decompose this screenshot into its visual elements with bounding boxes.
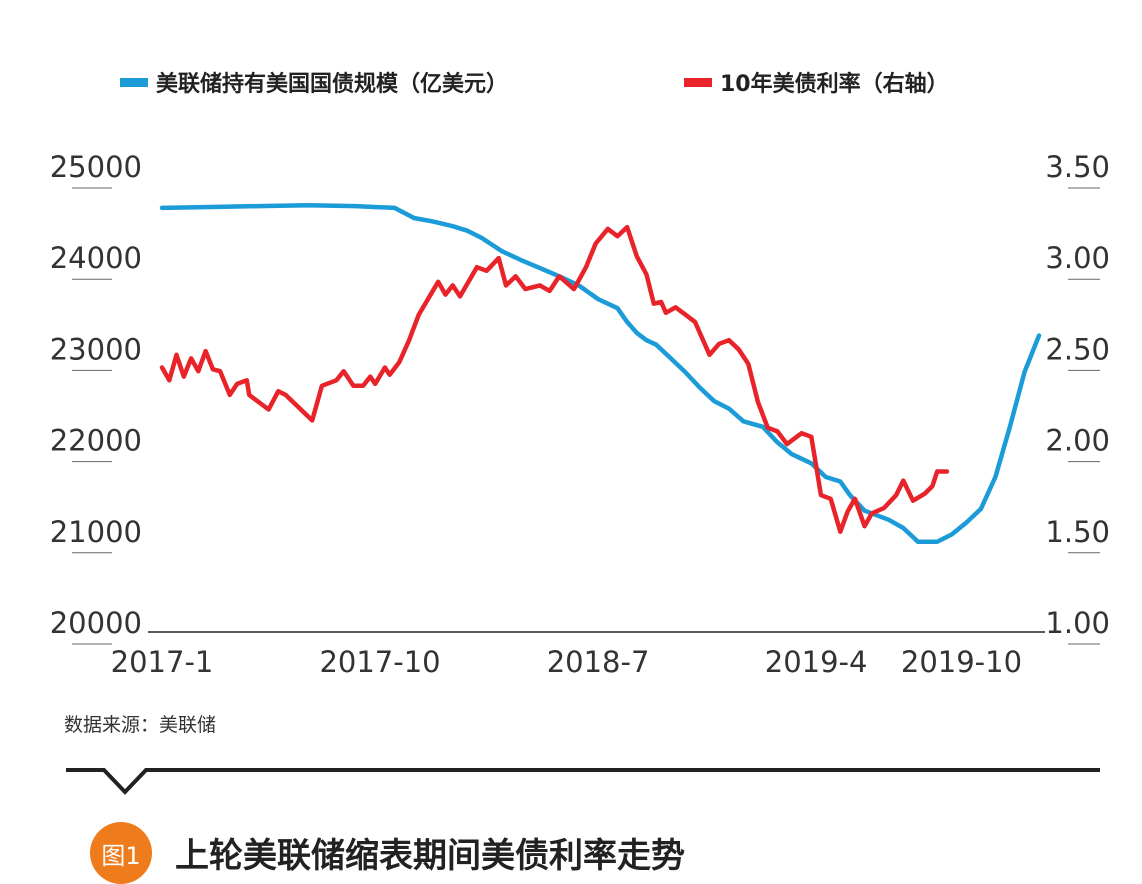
left-axis-tick-label: 24000 <box>50 241 142 275</box>
legend-item-holdings: 美联储持有美国国债规模（亿美元） <box>120 62 508 102</box>
legend-label-yield: 10年美债利率（右轴） <box>720 72 949 97</box>
right-axis-tick-label: 1.00 <box>1045 606 1110 640</box>
legend-swatch-yield <box>684 77 712 87</box>
left-axis-tick-label: 20000 <box>50 606 142 640</box>
series-line-yield <box>159 224 950 534</box>
series-line-holdings <box>159 202 1042 544</box>
left-axis-tick-label: 25000 <box>50 150 142 184</box>
chart-legend: 美联储持有美国国债规模（亿美元） 10年美债利率（右轴） <box>0 62 1142 102</box>
right-axis-tick-label: 3.50 <box>1045 150 1110 184</box>
left-axis-tick-label: 21000 <box>50 515 142 549</box>
legend-item-yield: 10年美债利率（右轴） <box>684 62 949 102</box>
figure-title: 上轮美联储缩表期间美债利率走势 <box>175 836 685 876</box>
right-axis-tick-label: 1.50 <box>1045 515 1110 549</box>
figure-number-badge: 图1 <box>90 822 152 884</box>
right-axis-tick-label: 2.50 <box>1045 332 1110 366</box>
figure-divider-rule <box>66 768 1100 795</box>
right-axis-tick-label: 2.00 <box>1045 424 1110 458</box>
left-axis-tick-label: 23000 <box>50 332 142 366</box>
data-source-note: 数据来源：美联储 <box>64 714 217 736</box>
x-axis-tick-label: 2017-10 <box>319 645 440 679</box>
legend-label-holdings: 美联储持有美国国债规模（亿美元） <box>156 72 509 97</box>
x-axis-tick-label: 2019-10 <box>901 645 1022 679</box>
x-axis-tick-label: 2018-7 <box>547 645 650 679</box>
right-axis-tick-label: 3.00 <box>1045 241 1110 275</box>
legend-swatch-holdings <box>120 77 148 87</box>
x-axis-tick-label: 2019-4 <box>765 645 868 679</box>
x-axis-tick-label: 2017-1 <box>111 645 214 679</box>
left-axis-tick-label: 22000 <box>50 424 142 458</box>
